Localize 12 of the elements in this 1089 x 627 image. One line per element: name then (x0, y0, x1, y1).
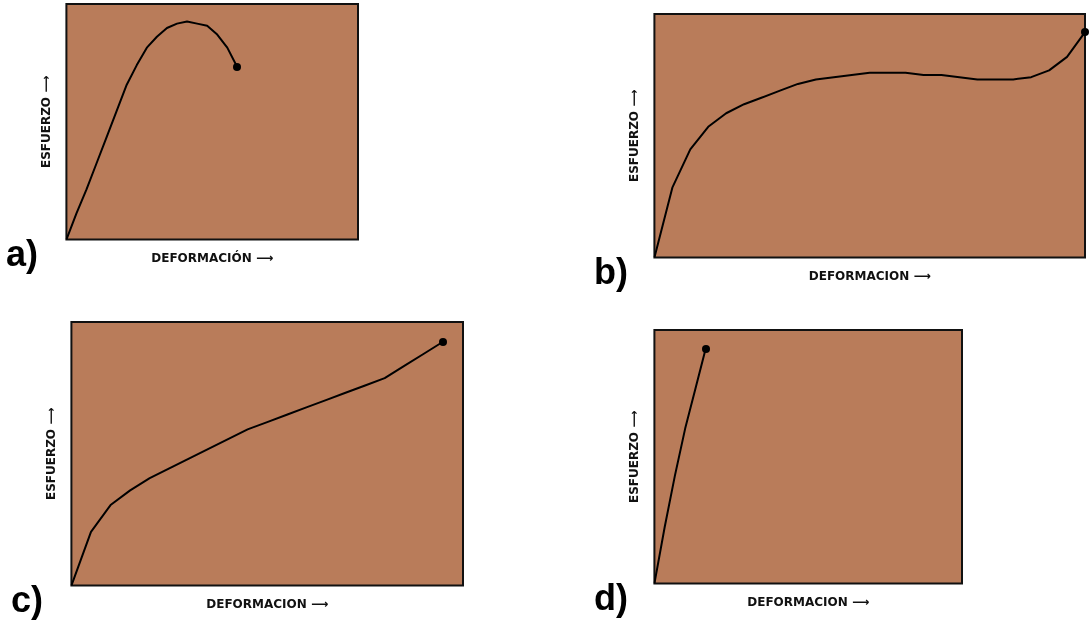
x-axis-title: DEFORMACION ⟶ (206, 596, 329, 611)
text: d) (594, 577, 628, 618)
y-axis-title: ESFUERZO ⟶ (44, 407, 59, 501)
x-axis-title: DEFORMACION ⟶ (808, 268, 931, 283)
x-axis-title: DEFORMACIÓN ⟶ (151, 249, 274, 265)
text: c) (11, 579, 44, 620)
y-axis-title: ESFUERZO ⟶ (39, 75, 54, 169)
x-axis-title: DEFORMACION ⟶ (747, 594, 870, 609)
text: b) (594, 251, 628, 292)
y-axis-title: ESFUERZO ⟶ (627, 89, 642, 183)
text: a) (6, 233, 39, 274)
y-axis-title: ESFUERZO ⟶ (627, 410, 642, 504)
